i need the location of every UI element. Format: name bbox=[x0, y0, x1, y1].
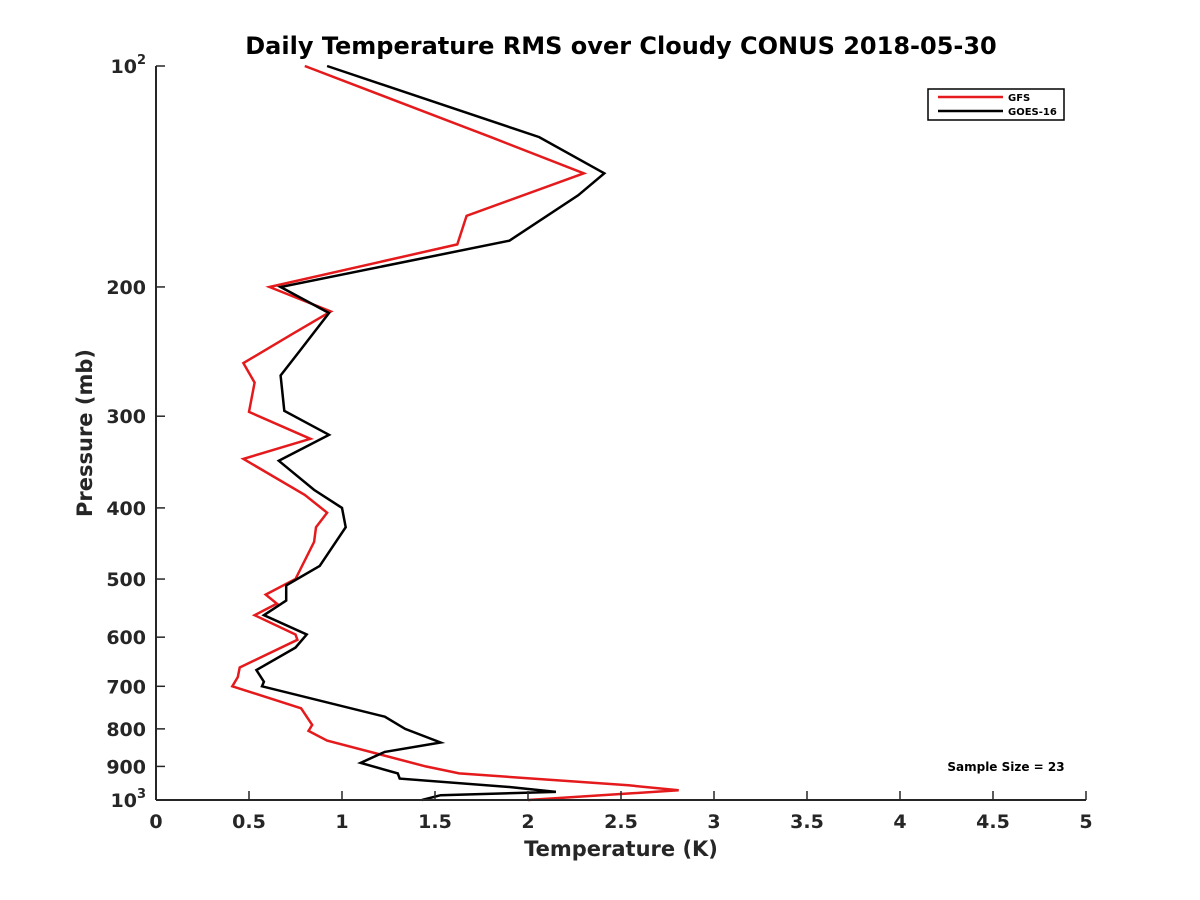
y-tick-label: 800 bbox=[106, 719, 146, 741]
legend: GFS GOES-16 bbox=[927, 88, 1065, 121]
legend-label-gfs: GFS bbox=[1008, 93, 1030, 104]
y-tick-label: 500 bbox=[106, 569, 146, 591]
x-tick-label: 3.5 bbox=[790, 811, 824, 833]
legend-label-goes16: GOES-16 bbox=[1008, 107, 1057, 118]
y-tick-label: 102 bbox=[111, 53, 147, 78]
x-tick-label: 2.5 bbox=[604, 811, 638, 833]
y-ticks: 102 200 300 400 500 600 700 800 900 103 bbox=[106, 53, 165, 812]
x-tick-label: 5 bbox=[1079, 811, 1092, 833]
chart-title: Daily Temperature RMS over Cloudy CONUS … bbox=[245, 32, 997, 60]
x-tick-label: 4.5 bbox=[976, 811, 1010, 833]
series-layer bbox=[230, 64, 679, 802]
y-tick-label: 300 bbox=[106, 406, 146, 428]
x-tick-label: 1 bbox=[335, 811, 348, 833]
x-tick-label: 0.5 bbox=[232, 811, 266, 833]
x-tick-label: 1.5 bbox=[418, 811, 452, 833]
legend-box bbox=[927, 88, 1065, 121]
sample-size-annotation: Sample Size = 23 bbox=[947, 760, 1064, 774]
x-tick-label: 2 bbox=[521, 811, 534, 833]
x-tick-label: 0 bbox=[149, 811, 162, 833]
x-ticks: 0 0.5 1 1.5 2 2.5 3 3.5 4 4.5 5 bbox=[149, 791, 1093, 833]
y-tick-label: 900 bbox=[106, 756, 146, 778]
plot-area bbox=[156, 66, 1086, 800]
y-tick-label: 600 bbox=[106, 627, 146, 649]
x-tick-label: 3 bbox=[707, 811, 720, 833]
x-axis-label: Temperature (K) bbox=[524, 837, 718, 861]
y-axis-label: Pressure (mb) bbox=[73, 349, 97, 517]
y-tick-label: 103 bbox=[111, 787, 147, 812]
y-tick-label: 400 bbox=[106, 498, 146, 520]
y-tick-label: 200 bbox=[106, 277, 146, 299]
y-tick-label: 700 bbox=[106, 676, 146, 698]
x-tick-label: 4 bbox=[893, 811, 906, 833]
series-line-goes16 bbox=[254, 64, 607, 802]
